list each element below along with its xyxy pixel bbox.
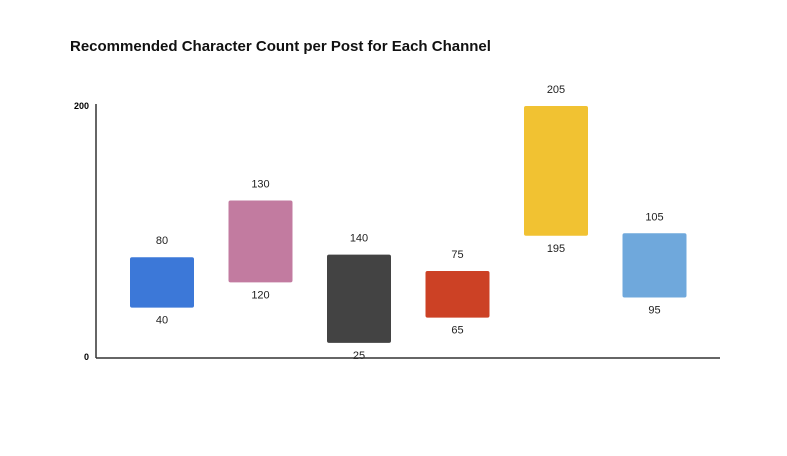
bar-high-label: 75 xyxy=(451,249,463,261)
bar xyxy=(327,254,391,343)
bar-low-label: 65 xyxy=(451,325,463,337)
bar xyxy=(228,200,293,283)
bar-low-label: 120 xyxy=(251,289,269,301)
bar-high-label: 105 xyxy=(645,211,663,223)
bar-high-label: 140 xyxy=(350,233,368,245)
bar xyxy=(130,257,194,308)
bar-high-label: 205 xyxy=(547,84,565,96)
bar xyxy=(622,233,687,298)
y-tick-label: 0 xyxy=(84,352,89,362)
bar xyxy=(524,106,588,236)
bar-low-label: 25 xyxy=(353,350,365,362)
bar-high-label: 80 xyxy=(156,235,168,247)
bar-low-label: 40 xyxy=(156,315,168,327)
bar xyxy=(425,271,490,318)
bars-layer: 80 40 130 120 140 25 75 65 205 195 105 95 xyxy=(130,84,687,362)
bar-low-label: 95 xyxy=(648,305,660,317)
bar-low-label: 195 xyxy=(547,243,565,255)
chart-title: Recommended Character Count per Post for… xyxy=(70,38,491,55)
bar-high-label: 130 xyxy=(251,179,269,191)
y-tick-label: 200 xyxy=(74,101,89,111)
